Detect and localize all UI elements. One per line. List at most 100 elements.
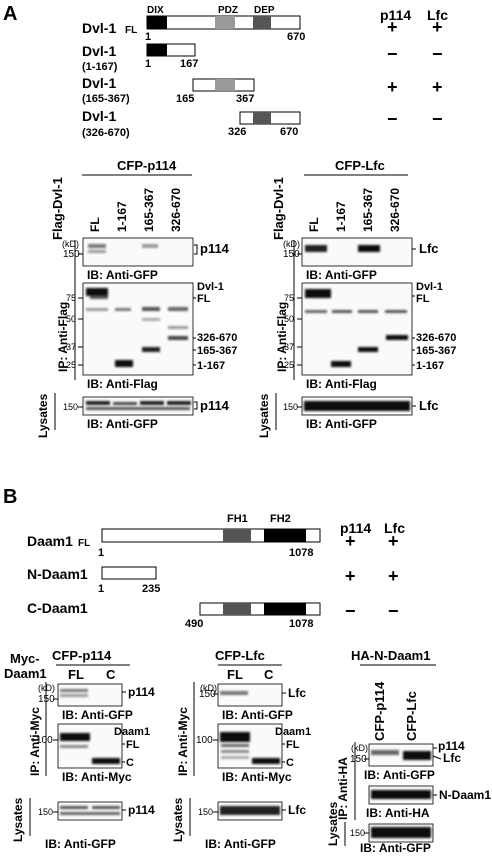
- lane-label: 326-670: [169, 188, 183, 232]
- marker-label: 150: [38, 694, 55, 705]
- band: [221, 756, 249, 759]
- ib-label: IB: Anti-GFP: [364, 768, 435, 782]
- panel-label-a: A: [3, 3, 17, 25]
- ib-label: IB: Anti-GFP: [306, 268, 377, 282]
- band-ticks: [193, 297, 196, 366]
- construct-label: Dvl-1: [82, 75, 116, 91]
- domain-fh1: FH1: [227, 513, 248, 525]
- fh1-domain-block: [223, 529, 251, 542]
- construct-end: 1078: [289, 618, 313, 630]
- construct-bar: [101, 566, 157, 580]
- lane-label: CFP-p114: [372, 681, 387, 741]
- marker-label: 150: [283, 249, 300, 260]
- panel-b-constructs: p114 Lfc FH1 FH2 Daam1 FL 1 1078 + + N-D…: [27, 513, 405, 630]
- band: [86, 288, 108, 296]
- construct-end: 670: [287, 31, 305, 43]
- result-lfc: +: [388, 566, 399, 586]
- band: [88, 250, 106, 253]
- band: [221, 750, 249, 753]
- band-label: Lfc: [419, 241, 439, 256]
- band: [220, 691, 248, 695]
- kd-label: (kD): [351, 743, 368, 753]
- blot-b-p114: Myc- Daam1 CFP-p114 FL C (kD) 150 p114 I…: [4, 648, 155, 851]
- marker-label: 37: [66, 342, 76, 352]
- ib-label: IB: Anti-GFP: [360, 841, 431, 855]
- band: [60, 733, 90, 741]
- band-tick: [432, 755, 442, 760]
- band-label: Dvl-1: [416, 281, 443, 293]
- vertical-label-line1: Myc-: [10, 651, 40, 666]
- ib-label: IB: Anti-Myc: [62, 770, 132, 784]
- band: [86, 407, 190, 410]
- band: [305, 245, 327, 252]
- band: [358, 310, 378, 313]
- band-label: p114: [128, 803, 155, 817]
- result-p114: −: [345, 601, 356, 621]
- ib-label: IB: Anti-GFP: [87, 268, 158, 282]
- construct-range: (165-367): [82, 93, 130, 105]
- blot-title: CFP-Lfc: [335, 158, 385, 173]
- construct-end: 1078: [289, 547, 313, 559]
- construct-range: (326-670): [82, 127, 130, 139]
- band: [403, 751, 431, 760]
- ip-label: IP: Anti-Flag: [56, 302, 70, 372]
- marker-label: 150: [63, 402, 78, 412]
- ib-label: IB: Anti-Flag: [87, 377, 158, 391]
- band: [168, 336, 188, 340]
- band: [140, 401, 164, 405]
- construct-label: Dvl-1: [82, 43, 116, 59]
- band-label: 1-167: [416, 360, 444, 372]
- col-header-p114-a: p114: [380, 7, 411, 23]
- pdz-domain-block: [215, 16, 235, 29]
- lane-label: C: [264, 667, 274, 682]
- band-label: FL: [286, 739, 300, 751]
- result-p114: +: [387, 77, 398, 97]
- band: [371, 827, 431, 838]
- ib-label: IB: Anti-GFP: [205, 837, 276, 851]
- lane-label: 1-167: [334, 201, 348, 232]
- ib-label: IB: Anti-GFP: [222, 708, 293, 722]
- band: [371, 750, 399, 755]
- band: [332, 310, 352, 313]
- band: [358, 347, 378, 352]
- band: [60, 689, 88, 692]
- construct-suffix: FL: [125, 25, 137, 36]
- kd-label: (kD): [283, 239, 300, 249]
- construct-end: 235: [142, 583, 160, 595]
- lysate-label: Lysates: [326, 801, 340, 846]
- ib-label: IB: Anti-GFP: [87, 417, 158, 431]
- band: [221, 744, 249, 747]
- construct-range: (1-167): [82, 61, 118, 73]
- domain-dix: DIX: [147, 5, 164, 16]
- band-label: N-Daam1: [439, 788, 491, 802]
- lane-label: CFP-Lfc: [404, 691, 419, 741]
- band: [305, 310, 327, 313]
- kd-label: (kD): [62, 239, 79, 249]
- col-header-lfc-a: Lfc: [427, 7, 448, 23]
- marker-label: 100: [196, 735, 213, 746]
- blot-title: CFP-Lfc: [215, 648, 265, 663]
- band: [60, 812, 120, 815]
- result-lfc: +: [432, 77, 443, 97]
- band: [252, 758, 280, 764]
- construct-label: Daam1: [27, 533, 73, 549]
- band: [88, 244, 106, 248]
- col-header-p114-b: p114: [340, 520, 371, 536]
- band-label: 165-367: [416, 345, 456, 357]
- band: [90, 296, 108, 299]
- band: [142, 244, 158, 248]
- construct-start: 1: [98, 547, 104, 559]
- construct-end: 367: [236, 93, 254, 105]
- marker-label: 150: [38, 807, 53, 817]
- band: [305, 289, 331, 298]
- marker-label: 150: [199, 689, 216, 700]
- band-label: Lfc: [419, 398, 439, 413]
- fh2-domain-block: [264, 529, 306, 542]
- result-p114: +: [345, 566, 356, 586]
- marker-label: 25: [284, 360, 294, 370]
- band-label: FL: [197, 293, 211, 305]
- lane-label: FL: [307, 217, 321, 232]
- blot-b-ha-ndaam1: HA-N-Daam1 CFP-p114 CFP-Lfc (kD) 150 p11…: [326, 648, 491, 855]
- band: [60, 694, 88, 697]
- band: [92, 806, 120, 809]
